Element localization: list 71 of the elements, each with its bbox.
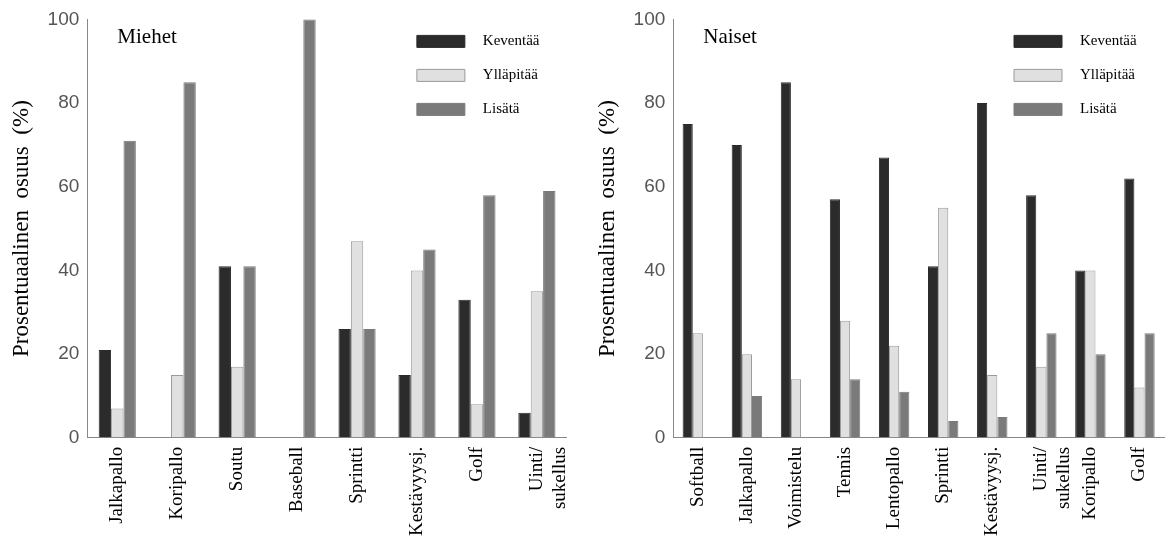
bar <box>899 391 910 438</box>
x-tick-label: Sprintti <box>345 446 367 504</box>
legend-label: Keventää <box>482 32 540 49</box>
y-axis-title: Prosentuaalinen osuus (%) <box>593 100 619 358</box>
bar <box>243 266 256 438</box>
bar <box>1026 195 1037 438</box>
x-tick-label: Koripallo <box>1078 446 1100 520</box>
bar <box>1124 178 1135 438</box>
x-tick-label: Tennis <box>833 446 855 498</box>
bar <box>850 379 861 438</box>
bar <box>398 375 411 438</box>
x-tick-label: Soutu <box>225 446 247 492</box>
y-tick-label: 0 <box>654 426 666 448</box>
x-tick-label: Jalkapallo <box>105 446 127 524</box>
bar <box>543 190 556 438</box>
x-tick-label: Kestävyysj. <box>404 446 426 536</box>
bar <box>780 82 791 438</box>
bar <box>829 199 840 438</box>
legend-label: Ylläpitää <box>1080 66 1136 83</box>
x-tick-label: Golf <box>1127 446 1149 482</box>
y-axis-title: Prosentuaalinen osuus (%) <box>7 100 33 358</box>
bar <box>458 299 471 438</box>
x-tick-label: Baseball <box>285 446 307 513</box>
bar <box>123 140 136 438</box>
bar <box>1075 270 1086 438</box>
y-tick-label: 100 <box>47 7 80 29</box>
x-tick-label: Kestävyysj. <box>980 446 1002 536</box>
x-tick-label: Softball <box>685 446 707 507</box>
legend-label: Lisätä <box>482 100 520 117</box>
chart-title: Naiset <box>703 24 758 49</box>
bar <box>731 144 742 438</box>
bar <box>423 249 436 438</box>
x-tick-label: Lentopallo <box>882 446 904 530</box>
y-tick-label: 40 <box>58 258 80 280</box>
y-tick-label: 60 <box>644 175 666 196</box>
y-tick-label: 0 <box>68 426 80 448</box>
x-tick-label: Sprintti <box>931 446 953 504</box>
legend-label: Lisätä <box>1080 100 1117 117</box>
legend-label: Ylläpitää <box>482 66 539 83</box>
bar <box>927 266 939 438</box>
bar <box>977 103 988 438</box>
bar <box>303 19 316 438</box>
bar <box>1046 333 1057 438</box>
bar <box>1144 333 1155 438</box>
legend-label: Keventää <box>1080 32 1137 49</box>
x-tick-label: Uinti/ sukellus <box>1029 446 1074 510</box>
x-tick-label: Koripallo <box>165 446 187 520</box>
y-tick-label: 60 <box>58 175 80 196</box>
x-tick-label: Uinti/ sukellus <box>524 446 569 510</box>
x-tick-label: Jalkapallo <box>734 446 756 524</box>
y-tick-label: 80 <box>644 91 666 113</box>
bar <box>751 395 763 438</box>
bar <box>483 195 496 438</box>
y-tick-label: 20 <box>644 342 666 364</box>
bar <box>518 412 531 438</box>
x-tick-label: Voimistelu <box>783 446 805 529</box>
y-tick-label: 40 <box>644 258 666 280</box>
y-tick-label: 80 <box>58 91 80 113</box>
bar <box>682 124 693 438</box>
chart-title: Miehet <box>117 24 177 49</box>
x-tick-label: Golf <box>464 446 486 482</box>
bar <box>363 329 376 438</box>
bar <box>1095 354 1106 438</box>
bar <box>218 266 231 438</box>
bar <box>878 157 890 438</box>
y-tick-label: 20 <box>58 342 80 364</box>
bar <box>997 416 1008 438</box>
y-tick-label: 100 <box>633 7 666 29</box>
bar <box>98 349 112 438</box>
bar <box>338 329 351 438</box>
bar <box>183 82 196 438</box>
